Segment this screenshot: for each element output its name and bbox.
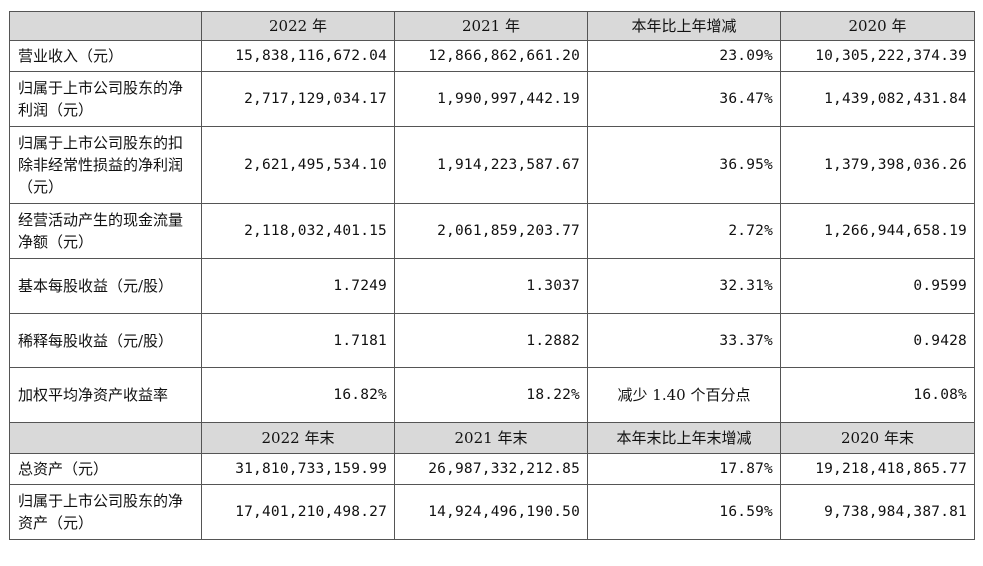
value-2021: 12,866,862,661.20 [394, 40, 588, 72]
value-2021: 26,987,332,212.85 [394, 453, 588, 485]
row-label: 加权平均净资产收益率 [9, 367, 202, 423]
value-2020: 19,218,418,865.77 [780, 453, 975, 485]
table-row: 基本每股收益（元/股） 1.7249 1.3037 32.31% 0.9599 [9, 258, 975, 314]
value-2022: 15,838,116,672.04 [201, 40, 395, 72]
value-2021: 1,914,223,587.67 [394, 126, 588, 204]
value-change: 33.37% [587, 313, 781, 368]
header-cell-2022: 2022 年 [201, 11, 395, 41]
value-change: 36.47% [587, 71, 781, 127]
value-change: 32.31% [587, 258, 781, 314]
row-label: 经营活动产生的现金流量净额（元） [9, 203, 202, 259]
value-2021: 18.22% [394, 367, 588, 423]
header-cell [9, 422, 202, 454]
value-2020: 1,379,398,036.26 [780, 126, 975, 204]
header-cell-2020-end: 2020 年末 [780, 422, 975, 454]
financial-summary-table: 2022 年 2021 年 本年比上年增减 2020 年 营业收入（元） 15,… [9, 11, 975, 540]
header-cell [9, 11, 202, 41]
row-label: 归属于上市公司股东的净利润（元） [9, 71, 202, 127]
table-row: 归属于上市公司股东的净利润（元） 2,717,129,034.17 1,990,… [9, 71, 975, 127]
value-2022: 1.7249 [201, 258, 395, 314]
header-cell-change: 本年比上年增减 [587, 11, 781, 41]
row-label: 营业收入（元） [9, 40, 202, 72]
row-label: 稀释每股收益（元/股） [9, 313, 202, 368]
header-cell-2021-end: 2021 年末 [394, 422, 588, 454]
value-2022: 31,810,733,159.99 [201, 453, 395, 485]
row-label: 归属于上市公司股东的扣除非经常性损益的净利润（元） [9, 126, 202, 204]
value-2021: 1,990,997,442.19 [394, 71, 588, 127]
value-2020: 9,738,984,387.81 [780, 484, 975, 540]
value-change: 2.72% [587, 203, 781, 259]
table-header-row: 2022 年 2021 年 本年比上年增减 2020 年 [9, 11, 975, 41]
value-change: 17.87% [587, 453, 781, 485]
header-cell-2020: 2020 年 [780, 11, 975, 41]
table-row: 总资产（元） 31,810,733,159.99 26,987,332,212.… [9, 453, 975, 485]
value-2021: 2,061,859,203.77 [394, 203, 588, 259]
table-row: 归属于上市公司股东的净资产（元） 17,401,210,498.27 14,92… [9, 484, 975, 540]
value-2020: 16.08% [780, 367, 975, 423]
value-2022: 2,717,129,034.17 [201, 71, 395, 127]
row-label: 总资产（元） [9, 453, 202, 485]
value-2022: 2,118,032,401.15 [201, 203, 395, 259]
value-2021: 1.2882 [394, 313, 588, 368]
value-2021: 1.3037 [394, 258, 588, 314]
header-cell-2022-end: 2022 年末 [201, 422, 395, 454]
value-change: 23.09% [587, 40, 781, 72]
value-2020: 1,266,944,658.19 [780, 203, 975, 259]
value-2022: 1.7181 [201, 313, 395, 368]
value-change: 36.95% [587, 126, 781, 204]
value-2022: 2,621,495,534.10 [201, 126, 395, 204]
value-2021: 14,924,496,190.50 [394, 484, 588, 540]
value-2020: 0.9599 [780, 258, 975, 314]
value-2020: 10,305,222,374.39 [780, 40, 975, 72]
value-2020: 1,439,082,431.84 [780, 71, 975, 127]
value-change: 16.59% [587, 484, 781, 540]
table-row: 营业收入（元） 15,838,116,672.04 12,866,862,661… [9, 40, 975, 72]
table-row: 归属于上市公司股东的扣除非经常性损益的净利润（元） 2,621,495,534.… [9, 126, 975, 204]
value-2020: 0.9428 [780, 313, 975, 368]
value-2022: 16.82% [201, 367, 395, 423]
row-label: 基本每股收益（元/股） [9, 258, 202, 314]
value-2022: 17,401,210,498.27 [201, 484, 395, 540]
row-label: 归属于上市公司股东的净资产（元） [9, 484, 202, 540]
table-row: 稀释每股收益（元/股） 1.7181 1.2882 33.37% 0.9428 [9, 313, 975, 368]
table-row: 经营活动产生的现金流量净额（元） 2,118,032,401.15 2,061,… [9, 203, 975, 259]
header-cell-2021: 2021 年 [394, 11, 588, 41]
table-header-row: 2022 年末 2021 年末 本年末比上年末增减 2020 年末 [9, 422, 975, 454]
header-cell-change-end: 本年末比上年末增减 [587, 422, 781, 454]
table-row: 加权平均净资产收益率 16.82% 18.22% 减少 1.40 个百分点 16… [9, 367, 975, 423]
value-change: 减少 1.40 个百分点 [587, 367, 781, 423]
